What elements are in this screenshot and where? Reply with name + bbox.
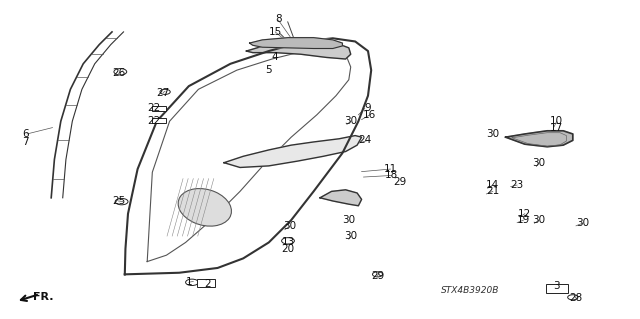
Text: 14: 14 bbox=[486, 180, 499, 190]
Text: 27: 27 bbox=[157, 87, 170, 98]
FancyBboxPatch shape bbox=[197, 279, 215, 287]
Text: 23: 23 bbox=[511, 180, 524, 190]
Text: 29: 29 bbox=[394, 177, 406, 187]
Polygon shape bbox=[224, 136, 362, 167]
Text: 30: 30 bbox=[486, 129, 499, 139]
Text: 30: 30 bbox=[283, 221, 296, 232]
Text: 20: 20 bbox=[282, 244, 294, 254]
Text: 30: 30 bbox=[344, 116, 357, 126]
Text: 11: 11 bbox=[384, 164, 397, 174]
Text: 22: 22 bbox=[147, 103, 160, 114]
Polygon shape bbox=[320, 190, 362, 206]
FancyBboxPatch shape bbox=[546, 284, 568, 293]
Text: 6: 6 bbox=[22, 129, 29, 139]
Text: 17: 17 bbox=[550, 122, 563, 133]
Text: 30: 30 bbox=[532, 158, 545, 168]
Polygon shape bbox=[246, 41, 351, 59]
Text: 30: 30 bbox=[576, 218, 589, 228]
Text: 30: 30 bbox=[344, 231, 357, 241]
Text: 30: 30 bbox=[532, 215, 545, 225]
Text: 9: 9 bbox=[365, 103, 371, 114]
Text: 7: 7 bbox=[22, 137, 29, 147]
Text: 4: 4 bbox=[272, 52, 278, 63]
Ellipse shape bbox=[178, 189, 232, 226]
Text: 29: 29 bbox=[371, 271, 384, 281]
Text: 22: 22 bbox=[147, 116, 160, 126]
Text: 30: 30 bbox=[342, 215, 355, 225]
FancyBboxPatch shape bbox=[152, 118, 166, 123]
Text: 10: 10 bbox=[550, 116, 563, 126]
Text: 1: 1 bbox=[186, 277, 192, 287]
Text: 16: 16 bbox=[364, 110, 376, 120]
Polygon shape bbox=[250, 38, 342, 48]
Text: FR.: FR. bbox=[33, 292, 54, 302]
Text: 12: 12 bbox=[518, 209, 531, 219]
Text: 13: 13 bbox=[282, 237, 294, 248]
Text: 5: 5 bbox=[266, 65, 272, 75]
Text: 19: 19 bbox=[517, 215, 530, 225]
Text: 28: 28 bbox=[570, 293, 582, 303]
Text: 26: 26 bbox=[112, 68, 125, 78]
Text: 15: 15 bbox=[269, 27, 282, 37]
Text: 25: 25 bbox=[112, 196, 125, 206]
Text: STX4B3920B: STX4B3920B bbox=[441, 286, 500, 295]
Polygon shape bbox=[506, 131, 573, 147]
Text: 21: 21 bbox=[486, 186, 499, 197]
FancyBboxPatch shape bbox=[152, 106, 166, 111]
Text: 2: 2 bbox=[205, 279, 211, 289]
Text: 18: 18 bbox=[385, 170, 398, 181]
Text: 3: 3 bbox=[554, 280, 560, 291]
Text: 8: 8 bbox=[275, 14, 282, 24]
Text: 24: 24 bbox=[358, 135, 371, 145]
